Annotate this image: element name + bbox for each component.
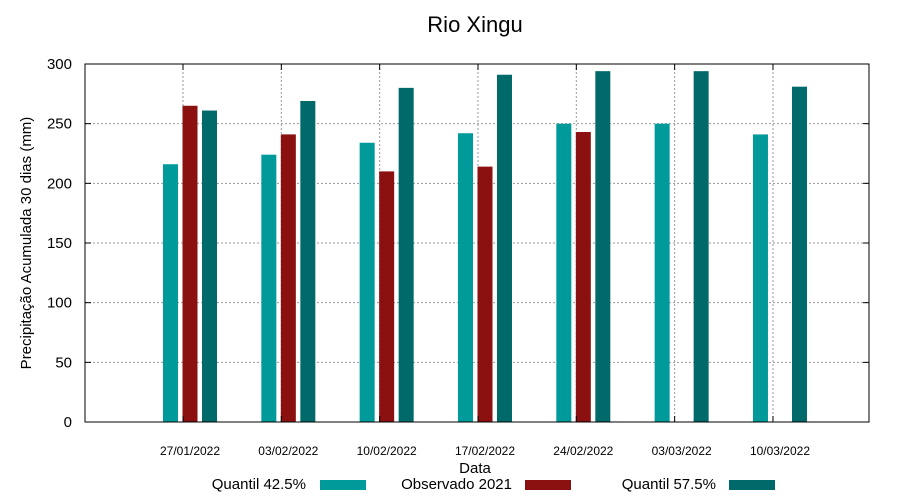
legend-label: Observado 2021: [401, 476, 512, 493]
bar-observado-2021: [280, 134, 296, 422]
bar-quantil-42-5: [654, 123, 670, 423]
legend-swatch: [320, 480, 366, 490]
y-tick-label: 0: [64, 414, 72, 431]
bar-quantil-42-5: [261, 154, 277, 422]
bar-quantil-42-5: [556, 123, 572, 423]
x-tick-label: 17/02/2022: [455, 444, 515, 458]
x-tick-label: 24/02/2022: [553, 444, 613, 458]
bar-quantil-57-5: [791, 86, 807, 422]
legend-label: Quantil 57.5%: [622, 476, 716, 493]
y-tick-label: 300: [47, 56, 72, 73]
y-tick-label: 200: [47, 175, 72, 192]
x-tick-label: 03/02/2022: [258, 444, 318, 458]
bar-quantil-42-5: [163, 164, 178, 423]
legend-swatch: [729, 480, 775, 490]
bar-quantil-42-5: [457, 133, 473, 423]
x-tick-label: 10/03/2022: [750, 444, 810, 458]
bar-quantil-57-5: [496, 74, 512, 423]
bar-observado-2021: [575, 132, 591, 422]
legend: Quantil 42.5% Observado 2021 Quantil 57.5%: [212, 476, 775, 493]
bar-quantil-42-5: [752, 134, 768, 422]
y-tick-label: 250: [47, 116, 72, 133]
bar-observado-2021: [477, 166, 493, 422]
y-tick-label: 150: [47, 235, 72, 252]
bar-quantil-57-5: [300, 100, 316, 422]
bar-quantil-57-5: [595, 71, 611, 422]
bar-quantil-57-5: [693, 71, 709, 422]
legend-swatch: [525, 480, 571, 490]
x-axis-label: Data: [459, 460, 491, 477]
y-tick-label: 50: [55, 354, 72, 371]
bar-observado-2021: [379, 171, 395, 422]
legend-label: Quantil 42.5%: [212, 476, 306, 493]
grid-layer: [85, 64, 869, 422]
x-tick-label: 03/03/2022: [652, 444, 712, 458]
y-axis-label: Precipitação Acumulada 30 dias (mm): [18, 117, 35, 370]
bar-quantil-42-5: [359, 142, 375, 422]
bars-layer: [163, 71, 807, 423]
ticks-layer: 0 50 100 150 200 250 300 27/01/2022 03/02/2022 10…: [47, 56, 869, 458]
chart-title: Rio Xingu: [427, 12, 522, 37]
bar-quantil-57-5: [202, 110, 217, 422]
x-tick-label: 10/02/2022: [357, 444, 417, 458]
bar-quantil-57-5: [398, 87, 414, 422]
x-tick-label: 27/01/2022: [160, 444, 220, 458]
bar-observado-2021: [182, 105, 198, 423]
y-tick-label: 100: [47, 295, 72, 312]
